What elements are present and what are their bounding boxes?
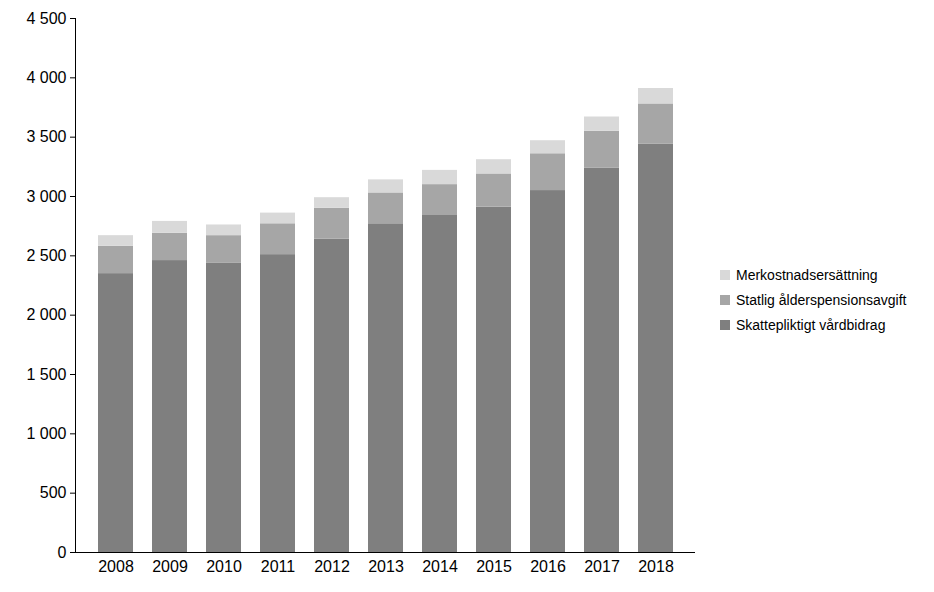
svg-text:500: 500 [40, 484, 67, 501]
html-text:Skattepliktigt vårdbidrag: Skattepliktigt vårdbidrag [736, 316, 886, 333]
svg-text:2010: 2010 [206, 558, 242, 575]
svg-text:2012: 2012 [314, 558, 350, 575]
svg-text:2015: 2015 [476, 558, 512, 575]
svg-text:2017: 2017 [584, 558, 620, 575]
html-text:Statlig ålderspensionsavgift: Statlig ålderspensionsavgift [736, 291, 907, 308]
svg-text:3 500: 3 500 [26, 128, 66, 145]
svg-text:2009: 2009 [152, 558, 188, 575]
svg-text:2014: 2014 [422, 558, 458, 575]
svg-text:1 500: 1 500 [26, 366, 66, 383]
svg-text:3 000: 3 000 [26, 188, 66, 205]
html-text:Merkostnadsersättning: Merkostnadsersättning [736, 266, 878, 283]
svg-text:0: 0 [58, 544, 67, 561]
svg-text:2008: 2008 [98, 558, 134, 575]
svg-text:4 000: 4 000 [26, 69, 66, 86]
svg-text:2 000: 2 000 [26, 306, 66, 323]
svg-text:1 000: 1 000 [26, 425, 66, 442]
svg-text:2016: 2016 [530, 558, 566, 575]
svg-text:2018: 2018 [638, 558, 674, 575]
svg-text:4 500: 4 500 [26, 10, 66, 27]
svg-text:2011: 2011 [261, 558, 296, 575]
svg-text:2013: 2013 [368, 558, 404, 575]
svg-text:2 500: 2 500 [26, 247, 66, 264]
